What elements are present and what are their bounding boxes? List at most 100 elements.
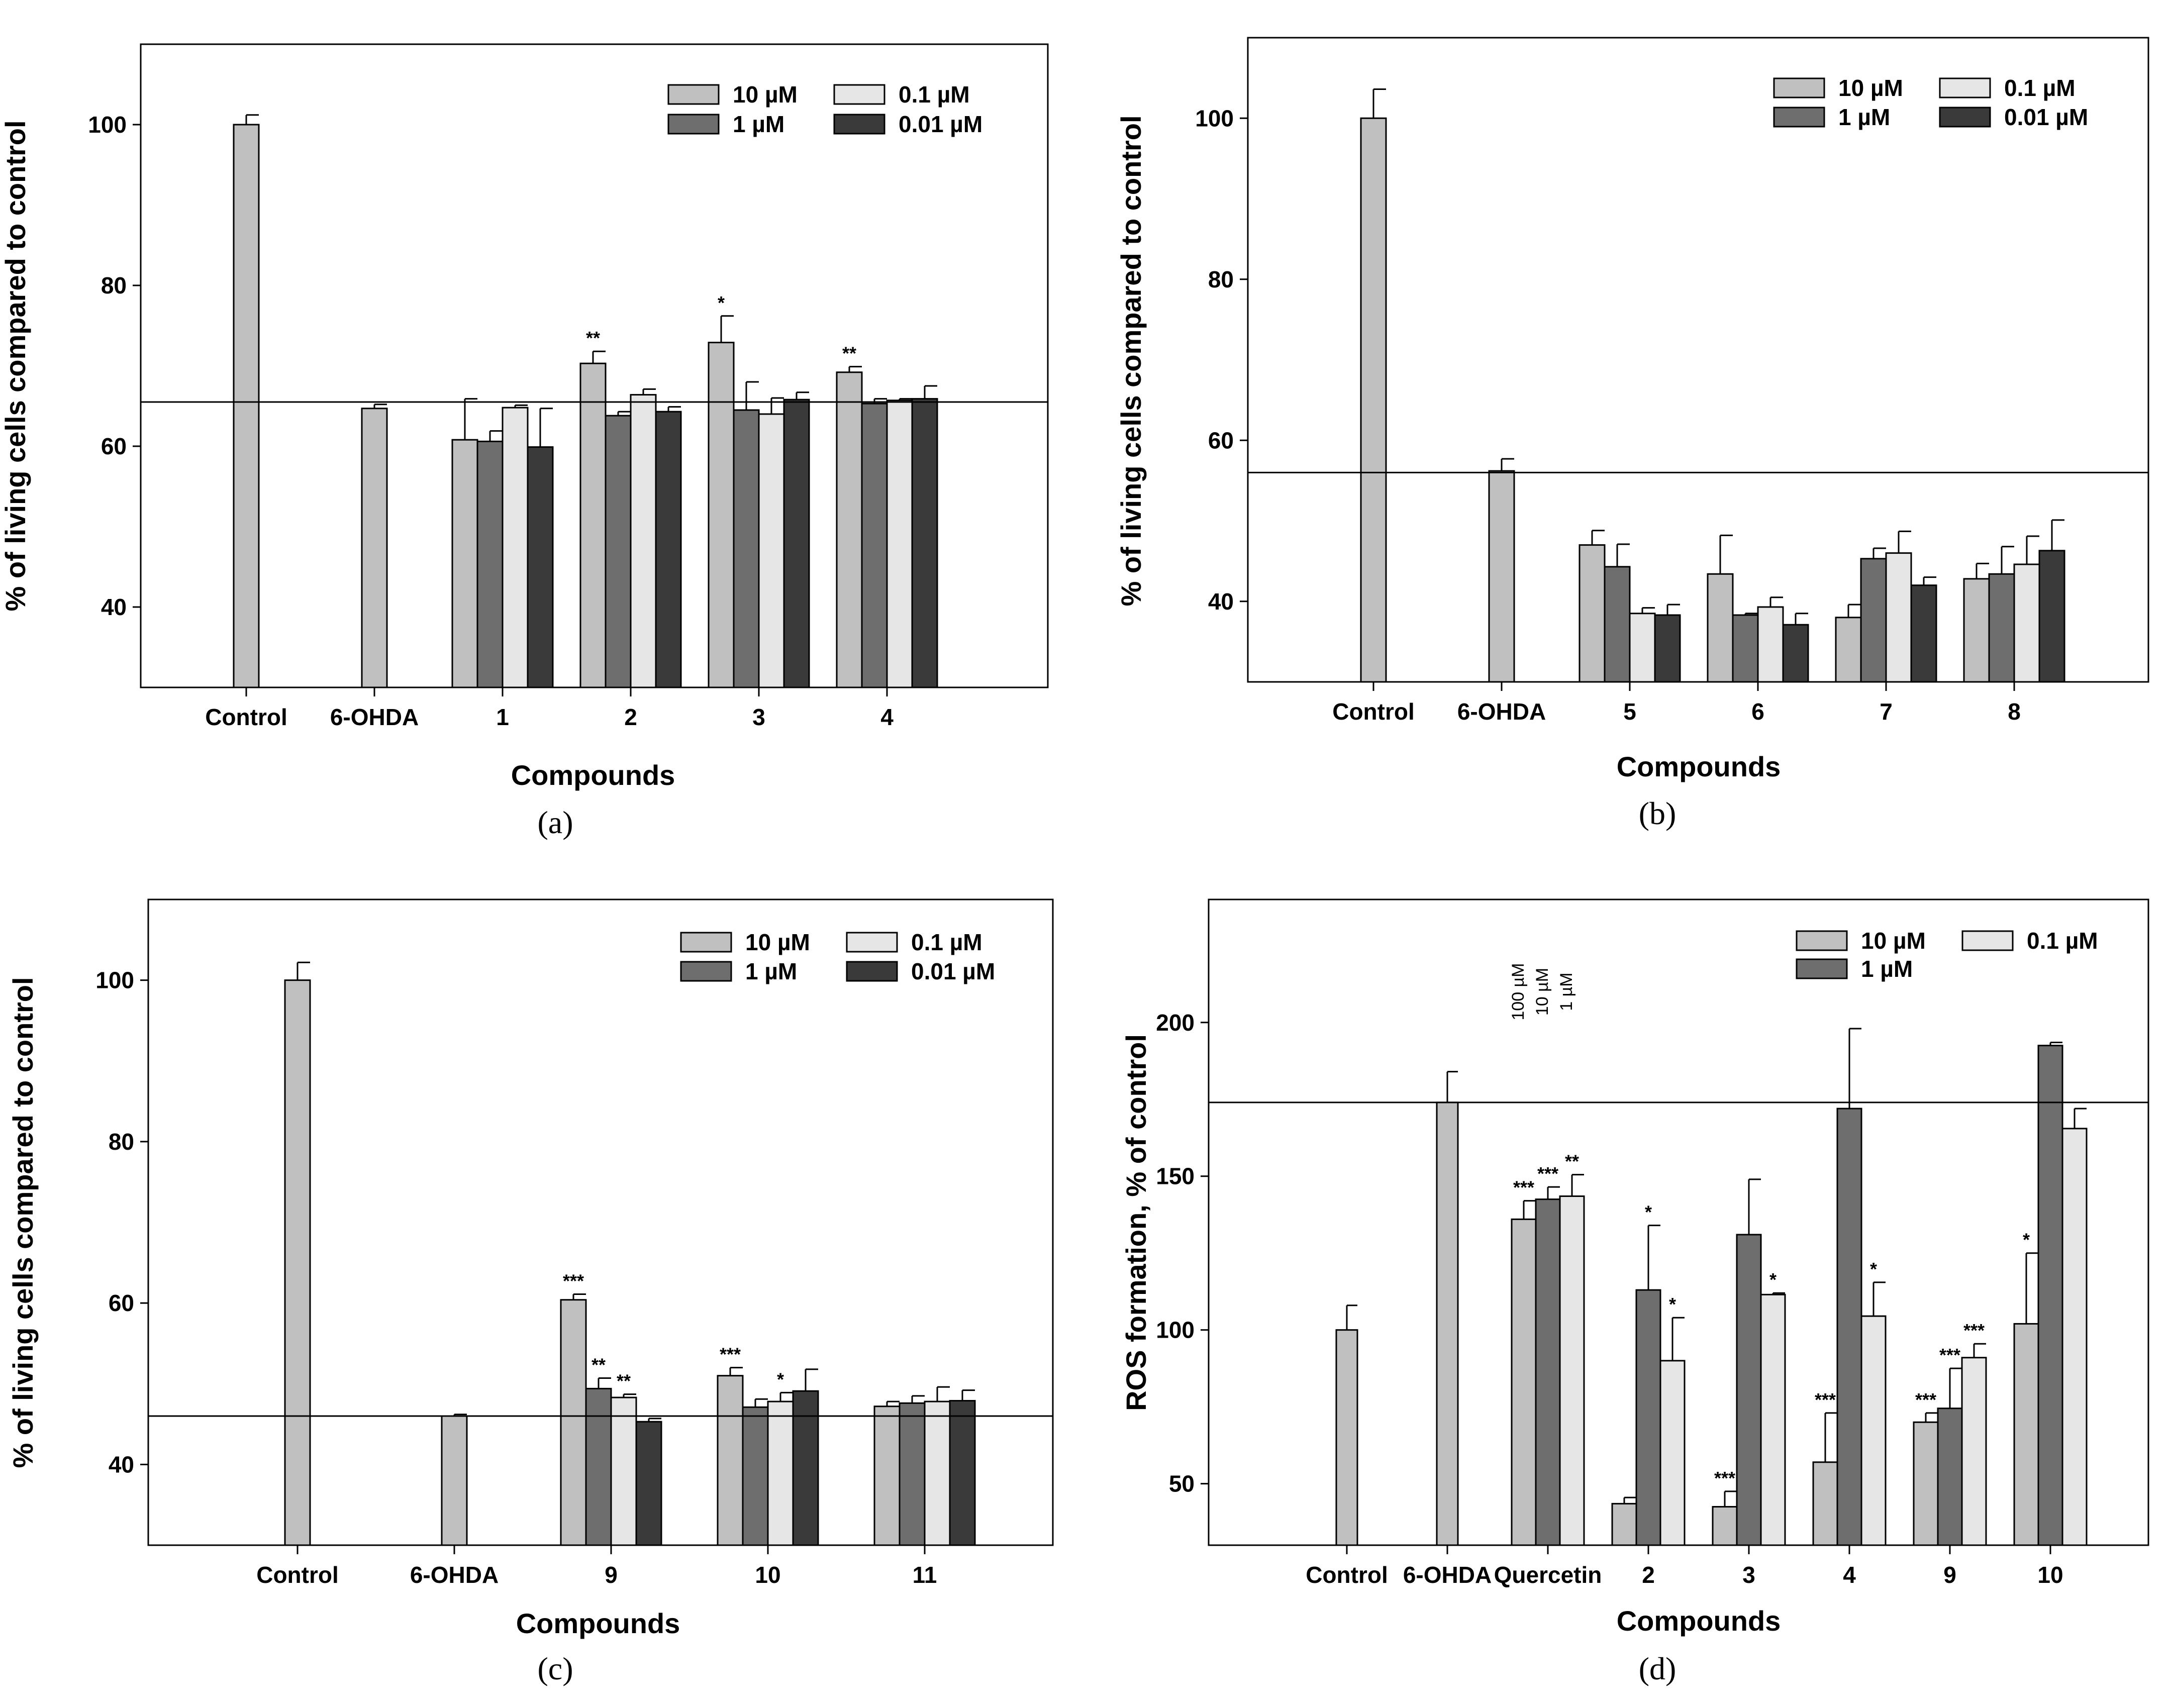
bar (441, 1415, 468, 1546)
bar (502, 407, 529, 688)
y-tick-label: 40 (101, 594, 127, 620)
legend-label: 10 µM (1861, 928, 1926, 954)
legend-label: 0.01 µM (911, 958, 995, 984)
y-tick-label: 40 (109, 1451, 134, 1477)
bar (1659, 1360, 1686, 1546)
bar (1836, 1108, 1862, 1546)
bar (1835, 617, 1862, 683)
bar (836, 371, 863, 688)
bar (1937, 1408, 1963, 1546)
concentration-label: 10 µM (1533, 968, 1552, 1016)
y-tick-label: 100 (1195, 105, 1234, 131)
x-tick-label: 11 (913, 1562, 937, 1588)
x-tick-label: Quercetin (1494, 1562, 1602, 1588)
legend-label: 1 µM (733, 111, 784, 137)
significance-label: *** (1963, 1320, 1985, 1341)
bar (886, 399, 913, 688)
bar (1335, 1329, 1358, 1546)
bar (924, 1400, 951, 1546)
legend-swatch (846, 932, 898, 953)
y-tick-label: 150 (1156, 1163, 1195, 1189)
significance-label: * (1645, 1202, 1652, 1223)
x-tick-label: 4 (1843, 1562, 1856, 1588)
legend-label: 1 µM (1838, 104, 1890, 130)
y-axis-title: % of living cells compared to control (0, 120, 31, 611)
bar (2038, 550, 2065, 683)
x-tick-label: 10 (2037, 1562, 2063, 1588)
bar (767, 1400, 794, 1546)
bar (635, 1421, 662, 1546)
legend-swatch (1796, 958, 1848, 979)
bar (1712, 1506, 1738, 1546)
x-tick-label: 3 (752, 704, 765, 730)
bar (1860, 558, 1887, 683)
bar (1961, 1357, 1987, 1546)
legend-label: 0.01 µM (899, 111, 982, 137)
bar (2037, 1045, 2063, 1546)
legend-swatch (680, 961, 732, 982)
bar (655, 411, 682, 688)
bar (1604, 566, 1631, 683)
panel-label: (d) (1639, 1651, 1677, 1686)
legend-swatch (1773, 107, 1825, 128)
legend-label: 0.1 µM (2004, 75, 2076, 101)
bar (2013, 1323, 2039, 1546)
plot-frame (1247, 37, 2149, 683)
panel-label: (c) (537, 1651, 573, 1686)
bar (873, 1405, 901, 1546)
bar (1579, 544, 1606, 683)
x-tick-label: 8 (2008, 698, 2021, 725)
bar (527, 446, 554, 688)
significance-label: * (1769, 1269, 1777, 1290)
panel-label: (b) (1639, 795, 1677, 831)
bar (1913, 1421, 1939, 1546)
y-tick-label: 100 (88, 112, 127, 138)
bar (911, 398, 938, 688)
bar (1707, 573, 1734, 683)
legend-label: 1 µM (1861, 956, 1913, 982)
bar (1535, 1198, 1561, 1546)
bar (1885, 552, 1912, 683)
significance-label: *** (1714, 1468, 1735, 1488)
bar (585, 1387, 612, 1546)
bar (1732, 614, 1759, 683)
legend-label: 10 µM (733, 81, 798, 108)
bar (1760, 1293, 1786, 1546)
legend-swatch (833, 114, 885, 135)
x-tick-label: Control (1332, 698, 1415, 725)
x-tick-label: 1 (496, 704, 509, 730)
significance-label: *** (1513, 1177, 1534, 1198)
bar (708, 342, 735, 688)
bar (630, 394, 657, 688)
x-tick-label: Control (256, 1562, 339, 1588)
legend-label: 0.1 µM (899, 81, 970, 108)
bar (1436, 1101, 1459, 1546)
legend-swatch (667, 114, 720, 135)
legend-label: 0.1 µM (911, 929, 982, 955)
legend-label: 0.01 µM (2004, 104, 2088, 130)
y-axis-title: ROS formation, % of control (1120, 1034, 1152, 1411)
significance-label: *** (1815, 1389, 1836, 1410)
panel-label: (a) (537, 805, 573, 840)
significance-label: ** (586, 328, 600, 348)
x-tick-label: 7 (1880, 698, 1893, 725)
bar (1611, 1502, 1637, 1546)
significance-label: ** (617, 1371, 631, 1391)
bar (1360, 117, 1387, 683)
legend-swatch (1939, 77, 1991, 98)
bar (783, 398, 810, 688)
y-tick-label: 80 (109, 1129, 134, 1155)
concentration-label: 1 µM (1557, 972, 1576, 1011)
bar (758, 413, 785, 688)
significance-label: * (2023, 1230, 2030, 1250)
legend-label: 10 µM (1838, 75, 1903, 101)
y-tick-label: 100 (95, 967, 134, 993)
bar (742, 1406, 769, 1546)
y-tick-label: 60 (101, 433, 127, 459)
bar (1635, 1289, 1661, 1546)
x-tick-label: 2 (1642, 1562, 1655, 1588)
bar (1988, 573, 2015, 683)
